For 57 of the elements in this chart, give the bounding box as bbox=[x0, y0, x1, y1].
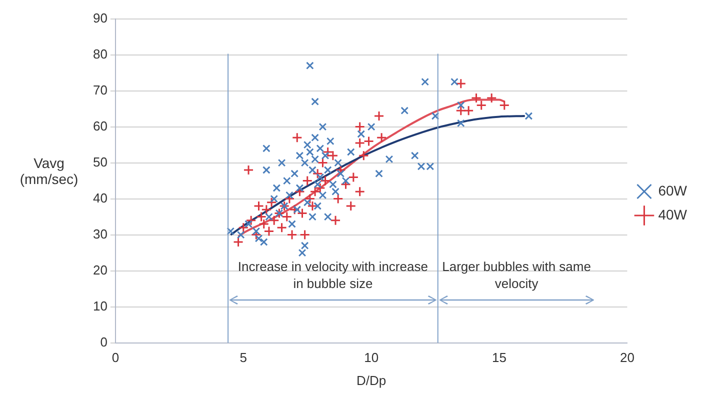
point bbox=[456, 78, 466, 89]
annotation: Larger bubbles with same velocity bbox=[442, 258, 592, 292]
point bbox=[486, 92, 497, 104]
y-tick-label: 90 bbox=[92, 10, 108, 26]
point bbox=[358, 150, 369, 161]
point bbox=[238, 222, 249, 233]
point bbox=[463, 105, 474, 116]
point bbox=[376, 132, 387, 143]
point bbox=[499, 100, 510, 110]
point bbox=[320, 176, 331, 186]
point bbox=[266, 197, 277, 208]
point bbox=[348, 172, 359, 182]
point bbox=[354, 122, 366, 132]
point bbox=[302, 176, 313, 186]
annotation: Increase in velocity with increase in bubble size bbox=[236, 258, 429, 292]
point bbox=[354, 186, 366, 197]
point bbox=[300, 230, 310, 240]
point bbox=[276, 222, 288, 233]
x-tick-label: 20 bbox=[620, 350, 634, 366]
y-tick-label: 80 bbox=[92, 46, 108, 62]
point bbox=[292, 132, 302, 143]
point bbox=[268, 215, 280, 226]
point bbox=[330, 215, 341, 226]
y-tick-label: 50 bbox=[92, 154, 108, 170]
line-series bbox=[230, 115, 526, 236]
point bbox=[354, 138, 366, 148]
point bbox=[286, 230, 298, 240]
point bbox=[364, 136, 374, 146]
point bbox=[312, 168, 323, 179]
point bbox=[246, 215, 256, 226]
x-tick-label: 15 bbox=[492, 350, 507, 366]
point bbox=[456, 105, 466, 116]
point bbox=[243, 164, 254, 176]
point bbox=[310, 186, 320, 197]
point bbox=[346, 200, 356, 212]
x-axis-title: D/Dp bbox=[356, 372, 386, 388]
y-tick-label: 10 bbox=[92, 298, 108, 314]
y-tick-label: 0 bbox=[100, 334, 108, 350]
point bbox=[340, 179, 351, 190]
x-tick-label: 5 bbox=[240, 350, 248, 366]
point bbox=[374, 110, 384, 122]
point bbox=[233, 236, 244, 248]
y-tick-label: 40 bbox=[92, 190, 108, 206]
line-series bbox=[237, 98, 506, 238]
y-tick-label: 30 bbox=[92, 226, 108, 242]
y-tick-label: 20 bbox=[92, 262, 108, 278]
y-tick-label: 60 bbox=[92, 118, 108, 134]
point bbox=[314, 182, 326, 194]
y-tick-label: 70 bbox=[92, 82, 108, 98]
point bbox=[317, 158, 328, 168]
point bbox=[332, 194, 344, 204]
legend-label: 60W bbox=[658, 182, 688, 198]
x-tick-label: 0 bbox=[112, 350, 120, 366]
y-axis-title: Vavg (mm/sec) bbox=[18, 154, 80, 186]
point bbox=[250, 230, 262, 240]
legend-label: 40W bbox=[658, 206, 688, 222]
x-tick-label: 10 bbox=[364, 350, 379, 366]
